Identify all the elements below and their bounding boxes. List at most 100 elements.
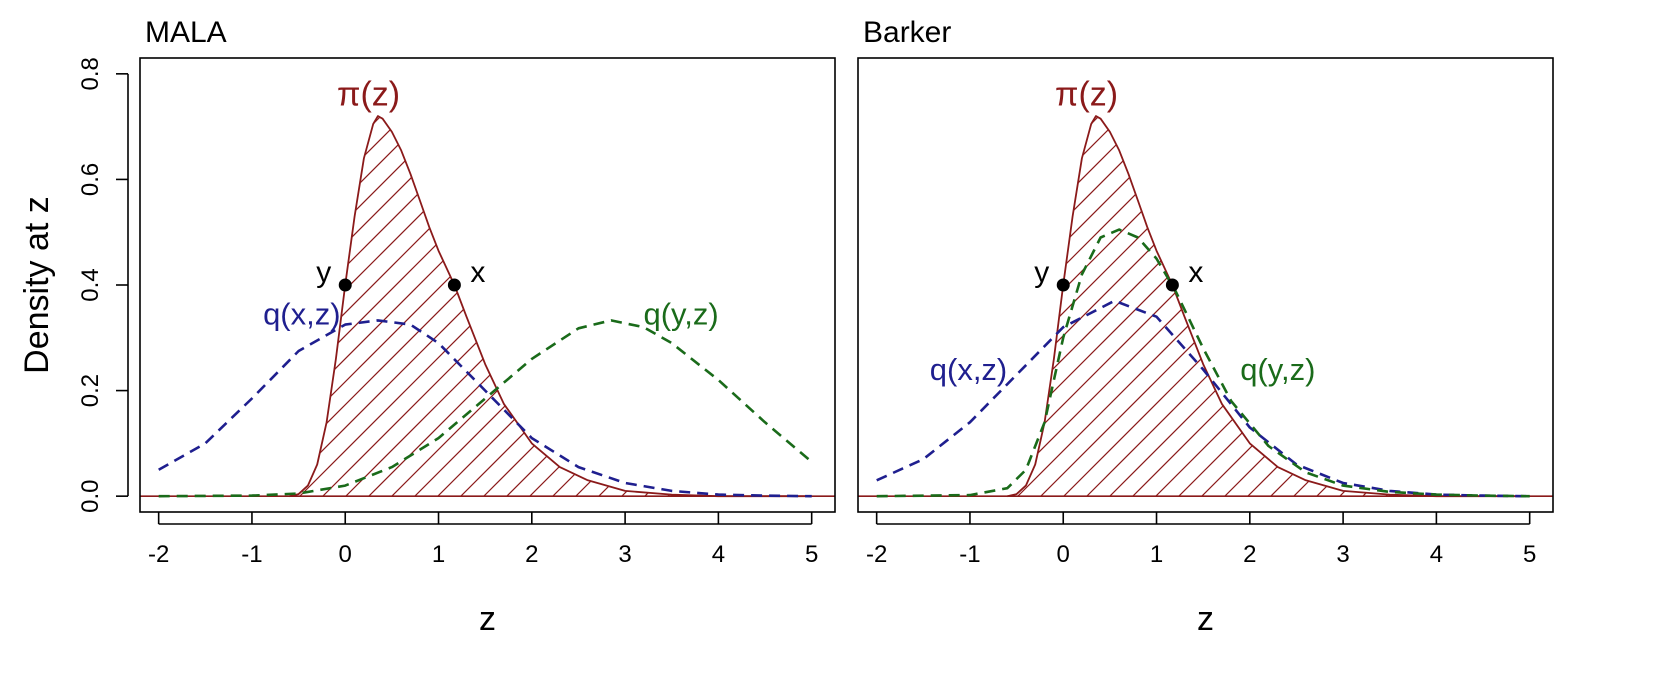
plot-frame: [857, 57, 1554, 513]
hatch-line: [1007, 116, 1204, 497]
series-label: q(y,z): [1240, 352, 1315, 387]
hatch-line: [1461, 116, 1530, 497]
series-line: [876, 299, 1530, 498]
hatch-line: [1415, 116, 1530, 497]
hatch-line: [1007, 116, 1342, 497]
hatch-line: [1066, 58, 1520, 512]
hatch-line: [1070, 116, 1526, 497]
hatch-line: [1369, 116, 1530, 497]
hatch-line: [605, 116, 812, 497]
panel-title: MALA: [145, 16, 227, 49]
plot-frame: [139, 57, 836, 513]
x-tick-label: 1: [1150, 541, 1163, 568]
hatch-line: [398, 116, 812, 497]
hatch-line: [306, 116, 762, 497]
hatch-line: [536, 116, 812, 497]
hatch-line: [1646, 58, 1658, 512]
y-tick-label: 0.0: [77, 479, 104, 512]
hatch-line: [743, 116, 812, 497]
hatch-line: [1093, 116, 1530, 497]
point-marker: [447, 278, 461, 292]
target-hatch: [427, 58, 1658, 512]
target-hatch: [289, 58, 1658, 512]
hatch-line: [1231, 116, 1530, 497]
hatch-line: [1007, 116, 1066, 497]
point-marker: [338, 278, 352, 292]
hatch-line: [444, 116, 812, 497]
hatch-line: [289, 116, 693, 497]
hatch-line: [1024, 116, 1480, 497]
hatch-line: [1600, 58, 1658, 512]
hatch-line: [1162, 116, 1530, 497]
x-tick-label: 4: [712, 541, 725, 568]
hatch-line: [1507, 116, 1530, 497]
hatch-line: [1300, 116, 1530, 497]
hatch-line: [289, 116, 463, 497]
x-tick-label: 0: [1057, 541, 1070, 568]
hatch-line: [1089, 58, 1543, 512]
x-tick-label: 4: [1430, 541, 1443, 568]
hatch-line: [1020, 58, 1474, 512]
hatch-line: [1484, 116, 1530, 497]
x-tick-label: 1: [432, 541, 445, 568]
x-tick-label: -2: [148, 541, 169, 568]
series-label: q(x,z): [263, 297, 341, 332]
series-line: [1007, 115, 1530, 498]
hatch-line: [1007, 116, 1089, 497]
hatch-line: [1007, 116, 1365, 497]
series-label: π(z): [337, 76, 400, 114]
y-tick-label: 0.4: [77, 268, 104, 301]
x-tick-label: -1: [959, 541, 980, 568]
panel-barker: Barker -2 -1 0 1 2 3 4 5 z π(z) q(x,z) q(y,z) y x: [427, 16, 1658, 638]
hatch-line: [289, 116, 532, 497]
hatch-line: [1554, 58, 1658, 512]
x-tick-label: 3: [618, 541, 631, 568]
series-label: q(y,z): [643, 297, 718, 332]
x-tick-label: 2: [525, 541, 538, 568]
point-label: y: [316, 256, 331, 289]
hatch-line: [289, 116, 394, 497]
hatch-line: [1007, 116, 1227, 497]
hatch-line: [1007, 116, 1411, 497]
series-line: [158, 319, 813, 498]
series-line: [158, 319, 812, 498]
hatch-line: [1273, 58, 1658, 512]
hatch-line: [519, 58, 973, 512]
hatch-line: [1250, 58, 1658, 512]
point-marker: [1056, 278, 1070, 292]
hatch-line: [1185, 116, 1530, 497]
point-label: y: [1034, 256, 1049, 289]
hatch-line: [1116, 116, 1530, 497]
hatch-line: [289, 116, 624, 497]
hatch-line: [1577, 58, 1658, 512]
hatch-line: [1043, 58, 1497, 512]
hatch-line: [1139, 116, 1530, 497]
point-marker: [1165, 278, 1179, 292]
hatch-line: [490, 116, 812, 497]
series-label: π(z): [1055, 76, 1118, 114]
hatch-line: [289, 116, 647, 497]
hatch-line: [582, 116, 812, 497]
hatch-line: [928, 58, 1382, 512]
hatch-line: [905, 58, 1359, 512]
hatch-line: [513, 116, 812, 497]
hatch-line: [1392, 116, 1530, 497]
hatch-line: [496, 58, 950, 512]
hatch-line: [467, 116, 812, 497]
hatch-line: [1007, 116, 1158, 497]
hatch-line: [1204, 58, 1658, 512]
hatch-line: [542, 58, 996, 512]
x-tick-label: 2: [1243, 541, 1256, 568]
hatch-line: [1531, 58, 1658, 512]
x-tick-label: 3: [1336, 541, 1349, 568]
series-label: q(x,z): [930, 352, 1008, 387]
hatch-line: [1007, 116, 1388, 497]
hatch-line: [289, 116, 417, 497]
hatch-line: [697, 116, 812, 497]
hatch-line: [1007, 116, 1250, 497]
hatch-line: [1227, 58, 1658, 512]
hatch-line: [427, 58, 881, 512]
hatch-line: [473, 58, 927, 512]
hatch-line: [1112, 58, 1566, 512]
